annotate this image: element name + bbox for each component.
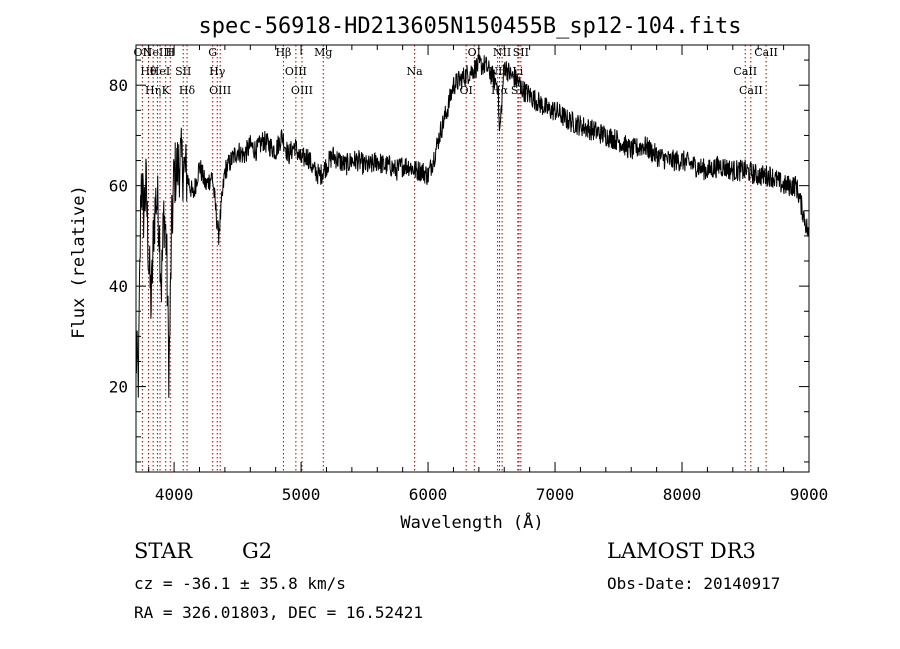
spectral-line-label: Hδ	[179, 84, 196, 97]
plot-frame	[135, 44, 810, 473]
spectral-line-label: SII	[175, 65, 191, 78]
spectral-line-label: OI	[459, 84, 472, 97]
y-tick-label: 60	[109, 177, 128, 196]
spectral-line-label: Na	[407, 65, 424, 78]
spectral-line-label: Hβ	[275, 46, 291, 59]
spectral-line-label: K	[162, 84, 171, 97]
spectral-line-label: Mg	[314, 46, 332, 59]
spectral-line-label: OII	[133, 46, 151, 59]
spectral-line-label: OIII	[291, 84, 313, 97]
survey-name: LAMOST DR3	[607, 539, 756, 563]
spectral-line-label: CaII	[739, 84, 763, 97]
spectral-line-label: CaII	[754, 46, 778, 59]
spectral-line-label: Hη	[145, 84, 161, 97]
spectral-line-label: SII	[513, 46, 529, 59]
x-tick-label: 8000	[663, 485, 702, 504]
spectral-line-label: Li	[512, 65, 523, 78]
spectral-line-label: NII	[493, 46, 511, 59]
redshift-readout: cz = -36.1 ± 35.8 km/s	[134, 574, 346, 593]
object-type: STAR	[134, 539, 193, 563]
spectral-line-label: CaII	[733, 65, 757, 78]
observation-date: Obs-Date: 20140917	[607, 574, 781, 593]
x-axis-ticks: 4000 5000 6000 7000 8000 9000	[148, 45, 829, 504]
y-tick-label: 20	[109, 378, 128, 397]
spectral-line-label: OIII	[285, 65, 307, 78]
y-axis-label: Flux (relative)	[69, 185, 89, 339]
x-tick-label: 7000	[536, 485, 575, 504]
x-tick-label: 5000	[282, 485, 321, 504]
spectral-line-markers	[141, 45, 767, 472]
spectral-line-label: NeIII	[143, 46, 172, 59]
x-tick-label: 6000	[409, 485, 448, 504]
spectral-line-label: OIII	[209, 84, 231, 97]
spectral-line-label: G	[208, 46, 217, 59]
y-tick-label: 40	[109, 277, 128, 296]
spectral-line-labels: OIIHθHηNeIIIHeIKHSIIHδGHγOIIIHβOIIIOIIIM…	[133, 46, 777, 97]
spectral-line-label: HeI	[150, 65, 170, 78]
x-tick-label: 9000	[790, 485, 829, 504]
coordinates-readout: RA = 326.01803, DEC = 16.52421	[134, 603, 423, 622]
spectral-line-label: Hθ	[140, 65, 157, 78]
spectral-line-label: H	[165, 46, 175, 59]
spectrum-line	[135, 53, 810, 398]
x-tick-label: 4000	[155, 485, 194, 504]
x-axis-label: Wavelength (Å)	[400, 511, 543, 533]
spectral-line-label: Hγ	[209, 65, 226, 78]
spectral-subclass: G2	[242, 539, 273, 563]
y-axis-ticks: 20 40 60 80	[109, 59, 809, 463]
y-tick-label: 80	[109, 76, 128, 95]
chart-title: spec-56918-HD213605N150455B_sp12-104.fit…	[198, 14, 741, 39]
spectral-line-label: Hα	[491, 84, 509, 97]
